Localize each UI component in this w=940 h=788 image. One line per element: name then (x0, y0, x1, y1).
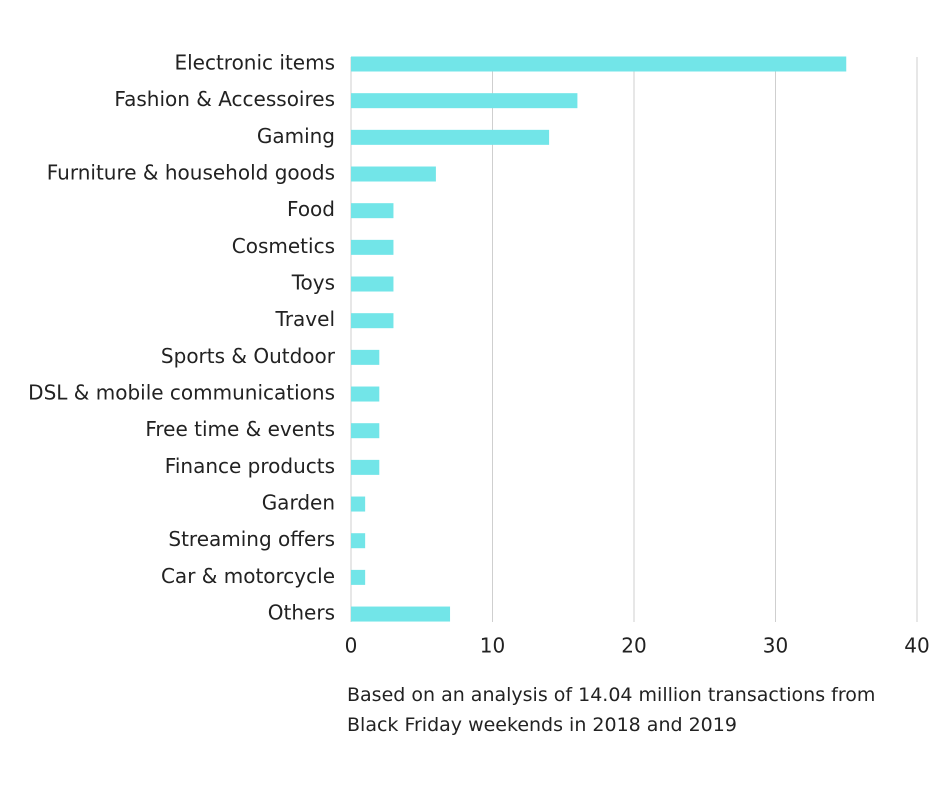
y-tick-label: Furniture & household goods (47, 161, 335, 185)
bar (351, 129, 550, 145)
x-tick-label: 20 (621, 634, 646, 658)
bar (351, 313, 394, 329)
bar (351, 349, 380, 365)
bar (351, 93, 578, 109)
bar (351, 606, 451, 622)
y-tick-label: Garden (262, 491, 335, 515)
x-tick-label: 10 (480, 634, 505, 658)
y-tick-label: Toys (291, 271, 335, 295)
bar (351, 533, 366, 549)
x-tick-label: 30 (763, 634, 788, 658)
bar (351, 386, 380, 402)
bar (351, 166, 436, 182)
y-tick-label: Cosmetics (232, 234, 335, 258)
bar (351, 239, 394, 255)
caption: Based on an analysis of 14.04 million tr… (347, 684, 876, 736)
x-tick-label: 0 (345, 634, 358, 658)
y-tick-label: Car & motorcycle (161, 564, 335, 588)
bar (351, 203, 394, 219)
y-tick-label: Streaming offers (168, 527, 335, 551)
bar (351, 569, 366, 585)
bar (351, 276, 394, 292)
x-tick-label: 40 (904, 634, 929, 658)
y-tick-label: Travel (275, 307, 335, 331)
y-tick-label: Sports & Outdoor (161, 344, 336, 368)
y-tick-label: Free time & events (145, 417, 335, 441)
y-tick-label: Finance products (165, 454, 335, 478)
y-tick-label: Others (268, 601, 335, 625)
bar (351, 496, 366, 512)
bar (351, 459, 380, 475)
bar (351, 56, 847, 72)
bar (351, 423, 380, 439)
y-tick-label: Electronic items (174, 51, 335, 75)
y-tick-label: DSL & mobile communications (28, 381, 335, 405)
y-tick-label: Food (287, 197, 335, 221)
y-tick-label: Gaming (257, 124, 335, 148)
y-tick-label: Fashion & Accessoires (114, 87, 335, 111)
